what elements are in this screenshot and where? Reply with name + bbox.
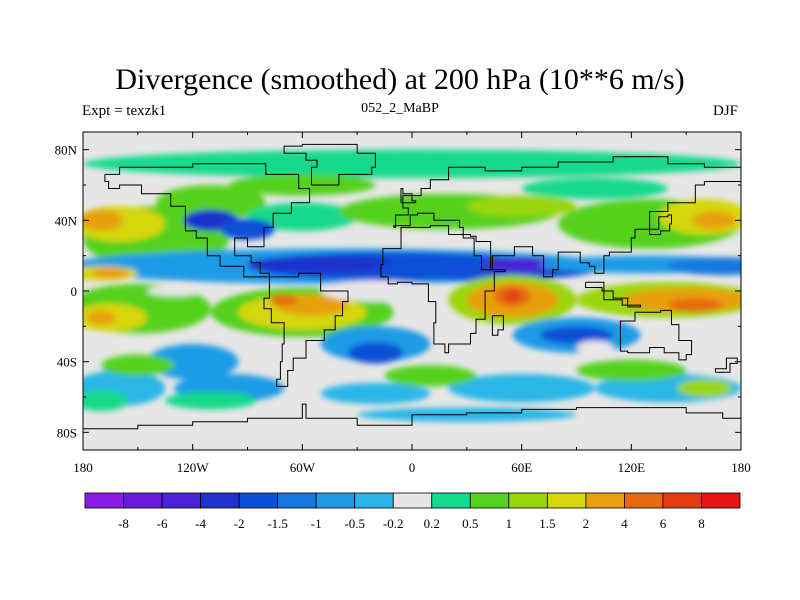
field-region-34 [503, 291, 522, 302]
colorbar-label-9: 0.5 [462, 516, 478, 531]
coastline-11 [714, 357, 738, 373]
coastline-2 [380, 225, 506, 354]
field-region-4 [83, 209, 124, 231]
colorbar-swatch-16 [701, 492, 741, 509]
coastline-10 [400, 188, 417, 204]
colorbar-swatch-13 [585, 492, 625, 509]
y-tick-label-4: 80S [57, 425, 77, 440]
colorbar-label-0: -8 [118, 516, 129, 531]
coastline-7 [491, 315, 504, 336]
field-region-53 [165, 391, 257, 410]
colorbar-swatch-11 [508, 492, 548, 509]
colorbar-swatch-14 [624, 492, 664, 509]
field-region-51 [677, 379, 732, 397]
colorbar-label-10: 1 [506, 516, 513, 531]
colorbar-swatch-4 [238, 492, 279, 509]
colorbar-swatch-12 [546, 492, 587, 509]
field-region-8 [466, 195, 577, 217]
map-fill [83, 132, 741, 450]
experiment-label: Expt = texzk1 [82, 103, 167, 119]
colorbar-swatch-3 [200, 492, 240, 509]
colorbar-swatch-10 [469, 492, 510, 509]
field-region-5 [156, 185, 266, 221]
field-region-11 [691, 211, 736, 230]
field-region-37 [667, 298, 723, 313]
y-tick-label-2: 0 [71, 284, 78, 299]
colorbar-swatch-6 [315, 492, 356, 509]
field-region-19 [667, 257, 741, 276]
coastline-6 [83, 403, 741, 430]
colorbar-swatch-0 [84, 492, 124, 509]
field-region-23 [92, 268, 129, 279]
colorbar-label-3: -2 [234, 516, 245, 531]
run-label: 052_2_MaBP [361, 101, 439, 116]
field-region-21 [220, 218, 275, 240]
field-region-17 [485, 257, 559, 272]
coastline-outline [83, 143, 741, 430]
chart-title: Divergence (smoothed) at 200 hPa (10**6 … [115, 63, 685, 96]
axis-ticks: 180 120W 60W 0 60E 120E 180 80N 40N 0 40S 80S [55, 132, 751, 475]
field-region-40 [348, 342, 403, 364]
colorbar-swatch-15 [662, 492, 702, 509]
field-region-30 [269, 294, 299, 306]
colorbar-label-6: -0.5 [344, 516, 365, 531]
colorbar-label-12: 2 [583, 516, 590, 531]
field-region-42 [539, 326, 614, 344]
x-tick-label-1: 120W [177, 460, 210, 475]
field-region-57 [146, 285, 202, 297]
colorbar-swatch-9 [431, 492, 471, 509]
colorbar-label-15: 8 [698, 516, 705, 531]
colorbar: -8 -6 -4 -2 -1.5 -1 -0.5 -0.2 0.2 0.5 1 1.5 2 4 6 8 [84, 492, 741, 531]
x-tick-label-4: 60E [511, 460, 532, 475]
colorbar-label-11: 1.5 [539, 516, 555, 531]
colorbar-label-8: 0.2 [424, 516, 440, 531]
colorbar-swatch-2 [161, 492, 201, 509]
y-tick-label-0: 80N [55, 143, 78, 158]
colorbar-swatch-1 [123, 492, 163, 509]
colorbar-label-13: 4 [621, 516, 628, 531]
field-region-0 [83, 149, 741, 178]
colorbar-label-14: 6 [660, 516, 667, 531]
x-tick-label-5: 120E [618, 460, 646, 475]
colorbar-label-5: -1 [311, 516, 322, 531]
colorbar-label-1: -6 [157, 516, 168, 531]
x-tick-label-2: 60W [290, 460, 316, 475]
x-tick-label-0: 180 [73, 460, 93, 475]
colorbar-label-7: -0.2 [383, 516, 404, 531]
field-region-26 [86, 310, 116, 325]
colorbar-swatch-8 [392, 492, 433, 509]
y-tick-label-3: 40S [57, 355, 77, 370]
field-region-49 [384, 365, 476, 387]
field-region-6 [247, 202, 358, 231]
coastline-8 [649, 214, 672, 235]
field-region-52 [83, 389, 129, 412]
colorbar-swatch-7 [354, 492, 394, 509]
colorbar-label-4: -1.5 [267, 516, 288, 531]
coastline-5 [283, 143, 376, 186]
coastline-1 [263, 272, 349, 387]
colorbar-label-2: -4 [195, 516, 206, 531]
coastline-4 [619, 309, 693, 361]
field-region-38 [146, 344, 239, 380]
field-region-12 [521, 177, 668, 200]
field-region-46 [448, 374, 595, 403]
coastline-0 [104, 163, 311, 278]
y-tick-label-1: 40N [55, 213, 78, 228]
coastline-3 [393, 156, 741, 278]
field-region-45 [320, 382, 431, 405]
field-region-56 [576, 340, 614, 355]
field-region-50 [576, 359, 687, 382]
x-tick-label-3: 0 [409, 460, 416, 475]
field-region-48 [101, 354, 175, 376]
colorbar-swatch-5 [277, 492, 317, 509]
field-region-15 [247, 255, 394, 274]
coastline-9 [585, 281, 641, 308]
x-tick-label-6: 180 [731, 460, 751, 475]
season-label: DJF [712, 103, 738, 119]
